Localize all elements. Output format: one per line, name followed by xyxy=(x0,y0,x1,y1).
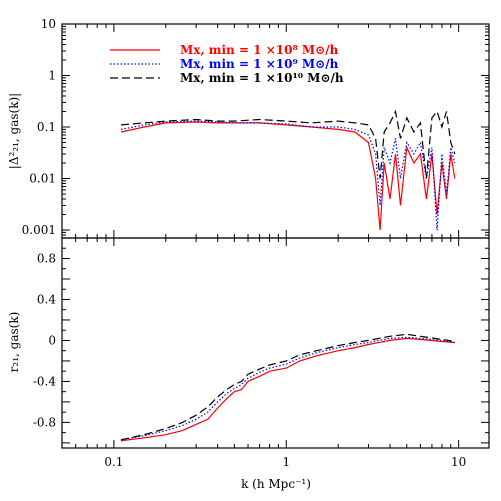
series-line-2 xyxy=(120,336,455,441)
plot-frame xyxy=(61,237,490,449)
legend-label: Mx, min = 1 ×10⁸ M⊙/h xyxy=(180,43,339,57)
legend-label: Mx, min = 1 ×10⁹ M⊙/h xyxy=(180,57,339,71)
x-axis-label: k (h Mpc⁻¹) xyxy=(241,477,311,491)
bottom-y-axis-label: r₂₁, gas(k) xyxy=(7,312,21,373)
series-line-2 xyxy=(120,120,456,231)
y-tick-label: 10 xyxy=(41,17,56,31)
series-line-3 xyxy=(120,333,455,441)
y-tick-label: 0.001 xyxy=(22,223,56,237)
top-y-axis-label: |Δ²₂₁, gas(k)| xyxy=(7,93,21,169)
x-tick-label: 1 xyxy=(282,455,290,469)
y-tick-label: 0.8 xyxy=(37,251,56,265)
y-tick-label: 0.4 xyxy=(37,292,56,306)
y-tick-label: 0.1 xyxy=(37,120,56,134)
x-tick-label: 0.1 xyxy=(104,455,123,469)
series-line-3 xyxy=(120,109,456,179)
y-tick-label: 0.01 xyxy=(29,172,56,186)
bottom-panel: -0.8 -0.4 0 0.4 0.8 0.1 1 10 xyxy=(33,237,490,469)
x-tick-label: 10 xyxy=(451,455,466,469)
y-tick-label: -0.4 xyxy=(33,374,57,388)
y-tick-label: 0 xyxy=(48,333,56,347)
y-tick-label: 1 xyxy=(48,69,56,83)
y-tick-label: -0.8 xyxy=(33,415,56,429)
series-line-1 xyxy=(120,337,455,442)
series-line-1 xyxy=(120,121,456,231)
legend: Mx, min = 1 ×10⁸ M⊙/hMx, min = 1 ×10⁹ M⊙… xyxy=(110,43,344,85)
legend-label: Mx, min = 1 ×10¹⁰ M⊙/h xyxy=(180,71,344,85)
